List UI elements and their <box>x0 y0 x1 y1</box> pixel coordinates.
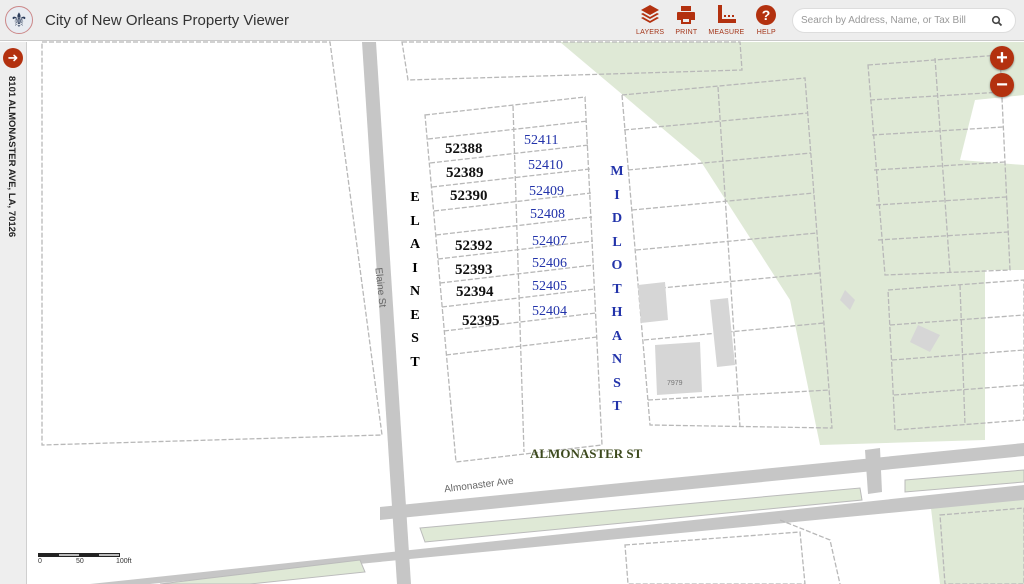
property-sidebar: ➜ 8101 ALMONASTER AVE, LA, 70126 <box>0 42 27 584</box>
parcel-label: 52395 <box>462 313 500 329</box>
search-icon[interactable] <box>991 15 1003 27</box>
parcel-label-blue: 52407 <box>532 234 567 249</box>
parcel-label: 52394 <box>456 284 494 300</box>
parcel-label-blue: 52408 <box>530 207 565 222</box>
parcel-lines <box>41 41 1024 584</box>
arrow-right-icon[interactable]: ➜ <box>3 48 23 68</box>
midlothan-st-annotation: MIDLOTHAN ST <box>610 164 624 414</box>
toolbar: LAYERS PRINT MEASURE ? HELP <box>636 3 788 36</box>
measure-icon <box>718 5 737 23</box>
roads <box>90 42 1024 584</box>
parcel-label-blue: 52404 <box>532 304 567 319</box>
parcel-label-blue: 52410 <box>528 158 563 173</box>
parcel-label-blue: 52411 <box>524 133 559 148</box>
parcel-label: 52393 <box>455 262 493 278</box>
almonaster-st-annotation: ALMONASTER ST <box>530 446 643 461</box>
property-address: 8101 ALMONASTER AVE, LA, 70126 <box>6 76 17 238</box>
park-areas <box>560 42 1024 584</box>
parcel-label-blue: 52406 <box>532 256 567 271</box>
zoom-in-button[interactable]: + <box>990 46 1014 70</box>
print-icon <box>677 6 696 24</box>
median <box>159 469 1024 584</box>
layers-icon <box>641 5 660 23</box>
parcel-label: 52392 <box>455 238 493 254</box>
buildings <box>638 282 940 395</box>
print-button[interactable]: PRINT <box>674 3 698 36</box>
parcel-label: 52390 <box>450 188 488 204</box>
scale-bar: 0 50 100ft <box>38 553 132 565</box>
search-box <box>792 8 1016 33</box>
app-header: ⚜ City of New Orleans Property Viewer LA… <box>0 0 1024 41</box>
address-number-label: 7979 <box>667 380 683 387</box>
app-title: City of New Orleans Property Viewer <box>45 11 289 29</box>
elaine-st-annotation: ELAINE ST <box>409 190 421 370</box>
help-button[interactable]: ? HELP <box>754 3 778 36</box>
search-input[interactable] <box>801 15 991 26</box>
help-icon: ? <box>756 5 777 25</box>
svg-text:?: ? <box>762 7 771 23</box>
parcel-label: 52388 <box>445 141 483 157</box>
parcel-label: 52389 <box>446 165 484 181</box>
fleur-de-lis-logo: ⚜ <box>5 6 33 34</box>
parcel-label-blue: 52405 <box>532 279 567 294</box>
parcel-label-blue: 52409 <box>529 184 564 199</box>
zoom-out-button[interactable]: − <box>990 73 1014 97</box>
layers-button[interactable]: LAYERS <box>636 3 664 36</box>
measure-button[interactable]: MEASURE <box>708 3 744 36</box>
